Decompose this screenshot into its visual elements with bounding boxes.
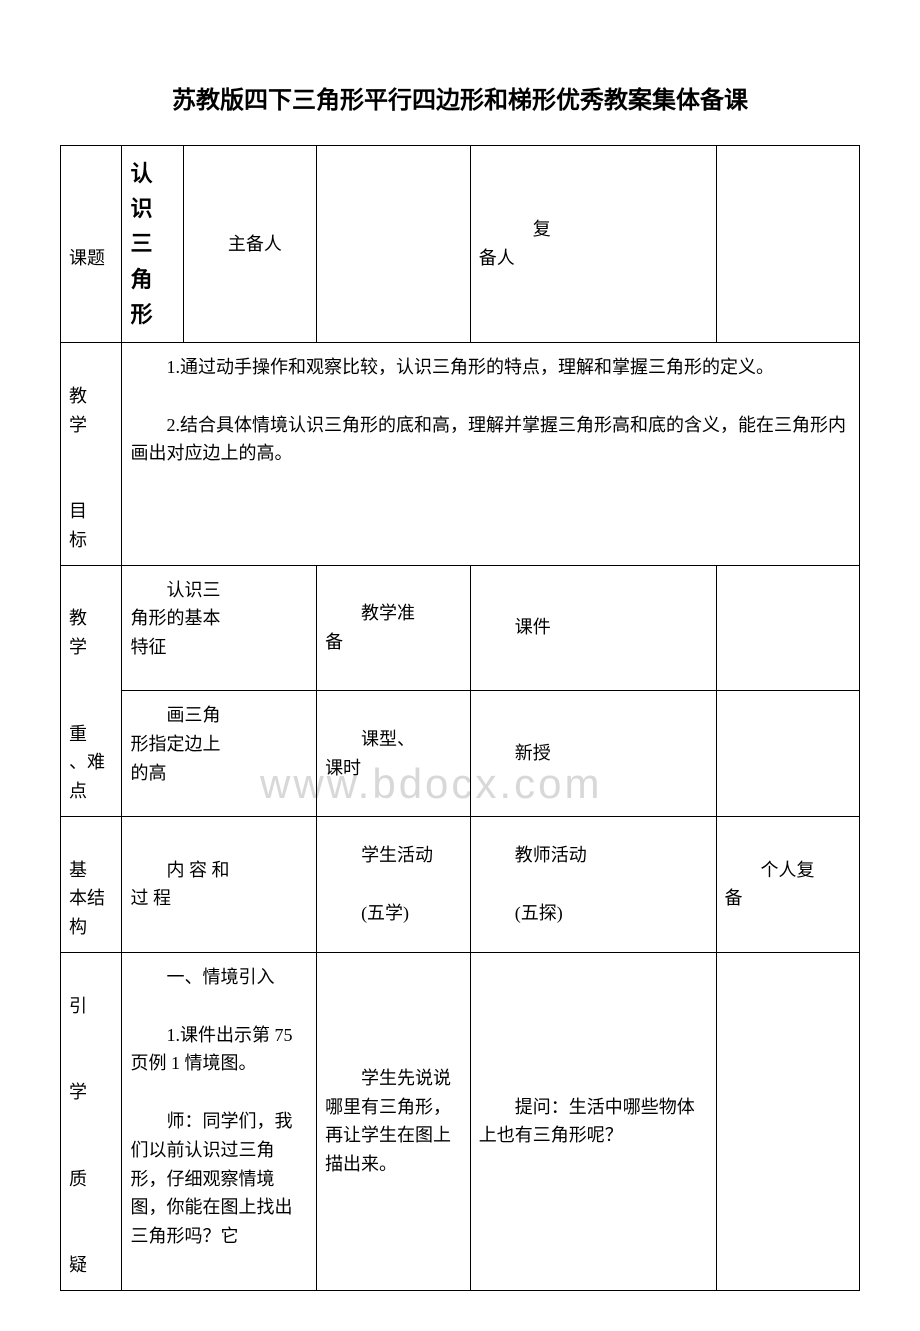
- cell-mubiao-content: 1.通过动手操作和观察比较，认识三角形的特点，理解和掌握三角形的定义。 2.结合…: [122, 342, 860, 565]
- table-row: 引 学 质 疑 一、情境引入 1.课件出示第 75 页例 1 情境图。 师：同学…: [61, 953, 860, 1291]
- table-row: 教学 目标 1.通过动手操作和观察比较，认识三角形的特点，理解和掌握三角形的定义…: [61, 342, 860, 565]
- lesson-plan-table: 课题 认识三角形 主备人 复备人 教学 目标 1.通过动手操作和观察比较，认识三…: [60, 145, 860, 1291]
- cell-tezheng: 认识三角形的基本特征: [122, 565, 317, 691]
- jiaoshi-line1: 教师活动: [479, 841, 708, 870]
- table-row: 课题 认识三角形 主备人 复备人: [61, 146, 860, 343]
- cell-label-mubiao: 教学 目标: [61, 342, 122, 565]
- cell-gao: 画三角形指定边上的高: [122, 691, 317, 817]
- cell-kexing-label: 课型、课时: [317, 691, 471, 817]
- cell-content-process: 一、情境引入 1.课件出示第 75 页例 1 情境图。 师：同学们，我们以前认识…: [122, 953, 317, 1291]
- table-row: 教学 重、难点 认识三角形的基本特征 教学准备 课件: [61, 565, 860, 691]
- process-p3: 师：同学们，我们以前认识过三角形，仔细观察情境图，你能在图上找出三角形吗？它: [130, 1107, 308, 1251]
- cell-fubeiren-value: [716, 146, 859, 343]
- cell-label-keti: 课题: [61, 146, 122, 343]
- mubiao-p2: 2.结合具体情境认识三角形的底和高，理解并掌握三角形高和底的含义，能在三角形内画…: [130, 411, 851, 469]
- cell-neirong-label: 内 容 和过 程: [122, 816, 317, 952]
- cell-kexing-value: 新授: [470, 691, 716, 817]
- page-title: 苏教版四下三角形平行四边形和梯形优秀教案集体备课: [60, 80, 860, 115]
- cell-fubeiren-label: 复备人: [470, 146, 716, 343]
- xuesheng-line2: (五学): [325, 899, 462, 928]
- process-p2: 1.课件出示第 75 页例 1 情境图。: [130, 1021, 308, 1079]
- cell-student-activity: 学生先说说哪里有三角形，再让学生在图上描出来。: [317, 953, 471, 1291]
- cell-label-jiegou: 基本结构: [61, 816, 122, 952]
- cell-personal-note: [716, 953, 859, 1291]
- cell-jiaoshi-label: 教师活动 (五探): [470, 816, 716, 952]
- process-p1: 一、情境引入: [130, 963, 308, 992]
- mubiao-p1: 1.通过动手操作和观察比较，认识三角形的特点，理解和掌握三角形的定义。: [130, 353, 851, 382]
- teacher-p: 提问：生活中哪些物体上也有三角形呢？: [479, 1093, 708, 1151]
- student-p: 学生先说说哪里有三角形，再让学生在图上描出来。: [325, 1064, 462, 1179]
- cell-zhubeiren-label: 主备人: [183, 146, 316, 343]
- table-row: 画三角形指定边上的高 课型、课时 新授: [61, 691, 860, 817]
- cell-teacher-activity: 提问：生活中哪些物体上也有三角形呢？: [470, 953, 716, 1291]
- cell-label-yinxue: 引 学 质 疑: [61, 953, 122, 1291]
- table-row: 基本结构 内 容 和过 程 学生活动 (五学) 教师活动 (五探) 个人复备: [61, 816, 860, 952]
- cell-zhunbei-value: 课件: [470, 565, 716, 691]
- cell-empty: [716, 691, 859, 817]
- cell-label-zhongdian: 教学 重、难点: [61, 565, 122, 816]
- cell-xuesheng-label: 学生活动 (五学): [317, 816, 471, 952]
- cell-zhubeiren-value: [317, 146, 471, 343]
- cell-fubei-label: 个人复备: [716, 816, 859, 952]
- cell-zhunbei-label: 教学准备: [317, 565, 471, 691]
- cell-empty: [716, 565, 859, 691]
- cell-keti-value: 认识三角形: [122, 146, 183, 343]
- xuesheng-line1: 学生活动: [325, 841, 462, 870]
- jiaoshi-line2: (五探): [479, 899, 708, 928]
